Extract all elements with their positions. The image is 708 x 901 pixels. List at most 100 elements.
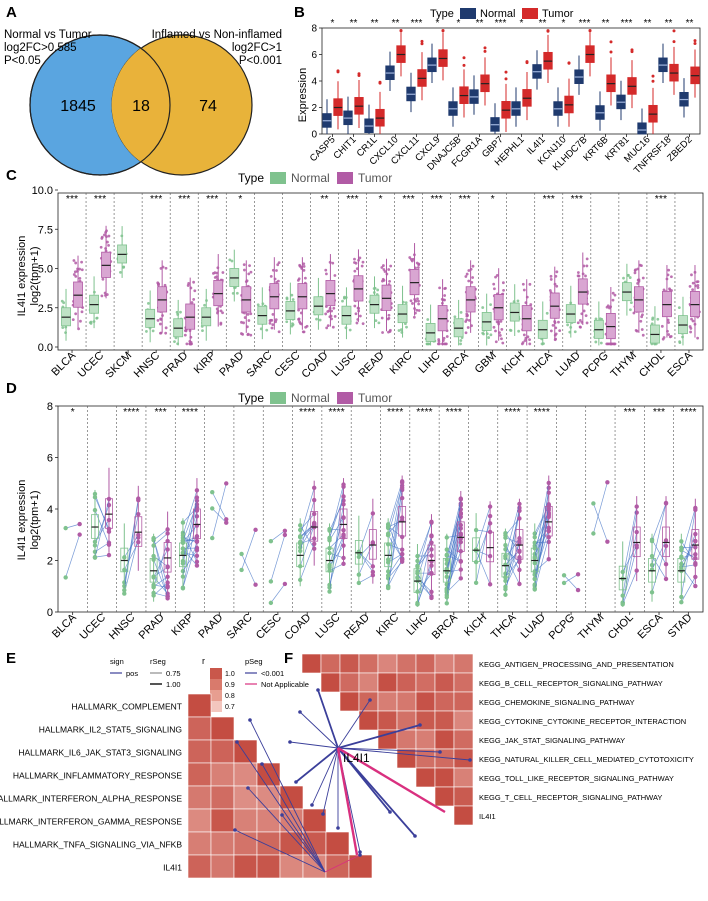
d-box-tumor-KIRC-box	[398, 506, 407, 537]
c-point-tumor	[605, 342, 609, 346]
c-point-tumor	[521, 282, 525, 286]
d-pair-line	[446, 498, 462, 598]
d-xtick-CESC: CESC	[254, 612, 284, 642]
c-point-tumor	[576, 271, 580, 274]
c-point-tumor	[381, 279, 384, 283]
c-point-tumor	[302, 265, 306, 268]
e-link-node	[246, 786, 250, 790]
c-point-tumor	[493, 287, 496, 291]
c-point-tumor	[387, 316, 391, 320]
c-point-tumor	[99, 245, 103, 249]
c-point-normal	[377, 321, 381, 325]
c-point-tumor	[297, 308, 300, 312]
c-ytick-label: 5.0	[38, 264, 53, 276]
c-point-normal	[594, 340, 598, 344]
c-point-tumor	[438, 342, 441, 346]
d-pair-line	[417, 572, 432, 599]
c-point-tumor	[691, 288, 695, 292]
e-legend-r-tick-3: 0.8	[225, 693, 235, 700]
e-cell	[256, 831, 281, 856]
c-point-normal	[119, 270, 122, 274]
c-point-tumor	[641, 276, 645, 280]
c-xtick-READ: READ	[357, 350, 387, 380]
d-pair-line	[211, 483, 227, 539]
c-point-tumor	[249, 270, 253, 274]
c-point-tumor	[499, 319, 503, 323]
c-xtick-SARC: SARC	[244, 350, 274, 380]
c-point-normal	[61, 326, 65, 329]
c-point-tumor	[213, 276, 217, 279]
d-pair-line	[123, 500, 139, 591]
c-point-tumor	[437, 339, 441, 343]
c-point-tumor	[408, 256, 412, 259]
c-point-tumor	[277, 261, 281, 264]
b-xtick-CHIT1: CHIT1	[331, 134, 358, 161]
d-point-tumor	[106, 552, 112, 558]
e-cell	[210, 831, 235, 856]
d-pair-line	[475, 523, 491, 563]
d-xtick-KICH: KICH	[462, 612, 489, 639]
c-point-tumor	[522, 333, 526, 337]
f-row-label: KEGG_TOLL_LIKE_RECEPTOR_SIGNALING_PATHWA…	[479, 774, 674, 783]
c-point-tumor	[301, 330, 305, 334]
f-cell	[434, 710, 455, 731]
f-cell	[358, 710, 379, 731]
c-point-tumor	[80, 268, 84, 272]
f-cell	[377, 672, 398, 693]
c-xtick-KIRC: KIRC	[388, 350, 415, 377]
d-pair-line	[182, 525, 198, 543]
chart-c: 0.02.55.07.510.0***BLCA***UCECSKCM***HNS…	[32, 185, 704, 381]
c-point-tumor	[696, 336, 700, 340]
c-point-tumor	[106, 240, 109, 244]
c-point-tumor	[549, 278, 553, 281]
d-legend-tumor-label: Tumor	[358, 391, 392, 405]
e-cell	[187, 716, 212, 741]
e-cell	[187, 739, 212, 764]
c-point-tumor	[638, 263, 642, 267]
c-point-tumor	[696, 283, 700, 287]
d-sig-KIRP: ****	[182, 406, 198, 418]
f-cell	[339, 672, 360, 693]
e-row-label: IL4I1	[163, 863, 182, 873]
d-sig-PRAD: ***	[154, 406, 166, 418]
f-cell	[396, 691, 417, 712]
c-xtick-SKCM: SKCM	[103, 350, 134, 381]
c-sig-PAAD: *	[238, 193, 242, 205]
d-pair-line	[212, 508, 227, 523]
c-point-normal	[566, 323, 570, 327]
b-legend-tumor-swatch	[522, 8, 538, 19]
c-point-tumor	[271, 323, 275, 327]
b-outlier	[504, 70, 508, 74]
c-point-normal	[89, 322, 93, 325]
c-point-tumor	[324, 268, 328, 272]
c-point-normal	[230, 259, 234, 263]
f-cell	[358, 672, 379, 693]
d-pair-line	[446, 499, 462, 561]
d-pair-line	[505, 557, 520, 587]
d-point-normal	[63, 525, 68, 531]
d-point-normal	[180, 585, 186, 590]
c-point-tumor	[467, 269, 471, 272]
venn-right-title: Inflamed vs Non-inflamed	[152, 29, 282, 41]
b-sig-KCNJ10: *	[562, 18, 566, 29]
b-ylabel: Expression	[297, 68, 309, 122]
d-point-tumor	[517, 581, 522, 587]
c-point-normal	[228, 258, 232, 262]
d-pair-line	[65, 534, 80, 578]
e-cell	[233, 808, 258, 833]
c-point-tumor	[304, 325, 308, 329]
f-row-label: KEGG_T_CELL_RECEPTOR_SIGNALING_PATHWAY	[479, 793, 662, 802]
d-pair-line	[94, 542, 110, 553]
c-point-tumor	[388, 280, 391, 283]
d-point-tumor	[165, 594, 170, 599]
b-sig-CXCL9: *	[436, 18, 440, 29]
c-point-tumor	[492, 282, 496, 286]
c-point-tumor	[555, 284, 559, 288]
d-pair-line	[680, 509, 696, 597]
c-point-normal	[677, 306, 681, 309]
c-point-tumor	[242, 268, 246, 272]
c-point-normal	[482, 332, 485, 336]
chart-e: HALLMARK_COMPLEMENT HALLMARK_IL2_STAT5_SI…	[0, 693, 373, 879]
f-link-node	[418, 723, 422, 727]
d-sig-BLCA: *	[71, 406, 75, 418]
